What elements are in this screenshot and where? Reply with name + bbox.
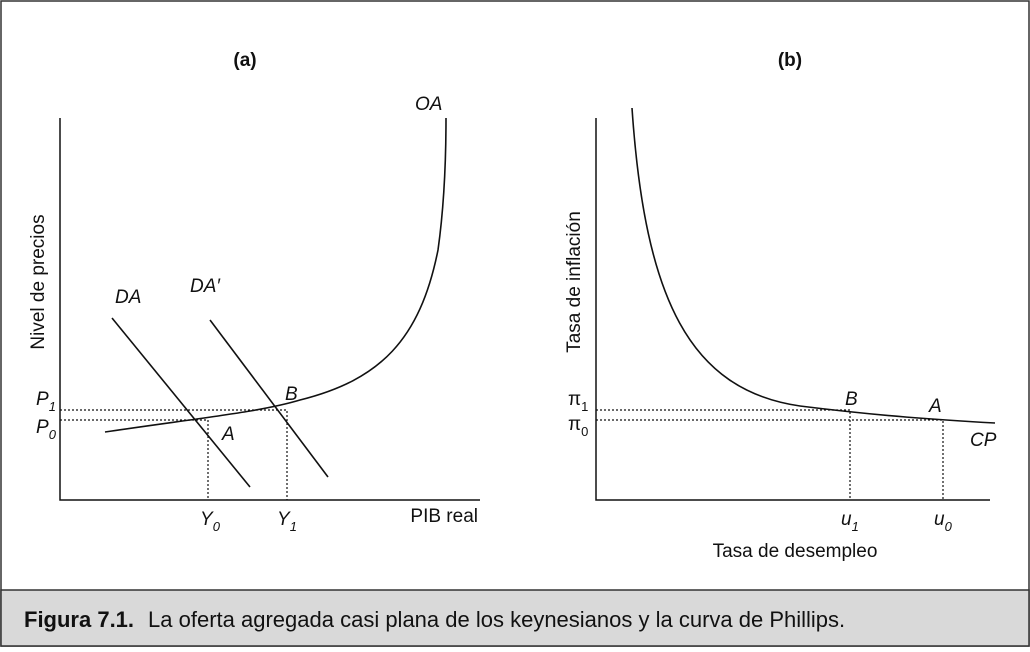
- tick-label: π1: [568, 389, 588, 414]
- tick-sub: 1: [852, 519, 859, 534]
- tick-sub: 1: [581, 399, 588, 414]
- panel-title: (b): [778, 50, 802, 71]
- tick-sub: 1: [290, 519, 297, 534]
- curve-label: CP: [970, 430, 997, 451]
- point-label: A: [928, 396, 942, 417]
- tick-main: π: [568, 389, 581, 410]
- caption-text: La oferta agregada casi plana de los key…: [148, 607, 845, 632]
- supply-curve: [104, 117, 447, 433]
- phillips-curve: [631, 107, 996, 424]
- guide-lines: [60, 409, 288, 500]
- tick-sub: 0: [945, 519, 953, 534]
- tick-main: Y: [200, 509, 214, 530]
- caption: Figura 7.1. La oferta agregada casi plana…: [24, 607, 845, 632]
- tick-sub: 0: [581, 424, 588, 439]
- y-axis-label: Nivel de precios: [28, 214, 49, 349]
- panel-title: (a): [233, 50, 256, 71]
- tick-label: π0: [568, 414, 588, 439]
- tick-main: π: [568, 414, 581, 435]
- tick-main: u: [841, 509, 852, 530]
- point-label: A: [221, 424, 235, 445]
- guide-lines: [596, 409, 944, 500]
- demand-curve-shifted: [209, 319, 329, 478]
- tick-sub: 0: [49, 427, 57, 442]
- x-axis-label: Tasa de desempleo: [713, 541, 878, 562]
- demand-curve: [111, 317, 251, 488]
- x-axis-label: PIB real: [410, 506, 478, 527]
- tick-label: Y1: [277, 509, 297, 534]
- axes: [595, 118, 990, 501]
- tick-main: Y: [277, 509, 291, 530]
- point-label: B: [845, 389, 858, 410]
- tick-main: u: [934, 509, 945, 530]
- tick-sub: 1: [49, 399, 56, 414]
- curve-label: DA: [115, 287, 141, 308]
- caption-label: Figura 7.1.: [24, 607, 134, 632]
- curve-label: DA′: [190, 276, 221, 297]
- tick-main: P: [36, 389, 49, 410]
- tick-label: u0: [934, 509, 953, 534]
- tick-label: P0: [36, 417, 57, 442]
- y-axis-label: Tasa de inflación: [564, 211, 585, 353]
- point-label: B: [285, 384, 298, 405]
- tick-label: P1: [36, 389, 56, 414]
- tick-sub: 0: [213, 519, 221, 534]
- tick-label: u1: [841, 509, 859, 534]
- tick-label: Y0: [200, 509, 221, 534]
- axes: [59, 118, 480, 501]
- tick-main: P: [36, 417, 49, 438]
- caption-band: [0, 589, 1030, 647]
- curve-label: OA: [415, 94, 442, 115]
